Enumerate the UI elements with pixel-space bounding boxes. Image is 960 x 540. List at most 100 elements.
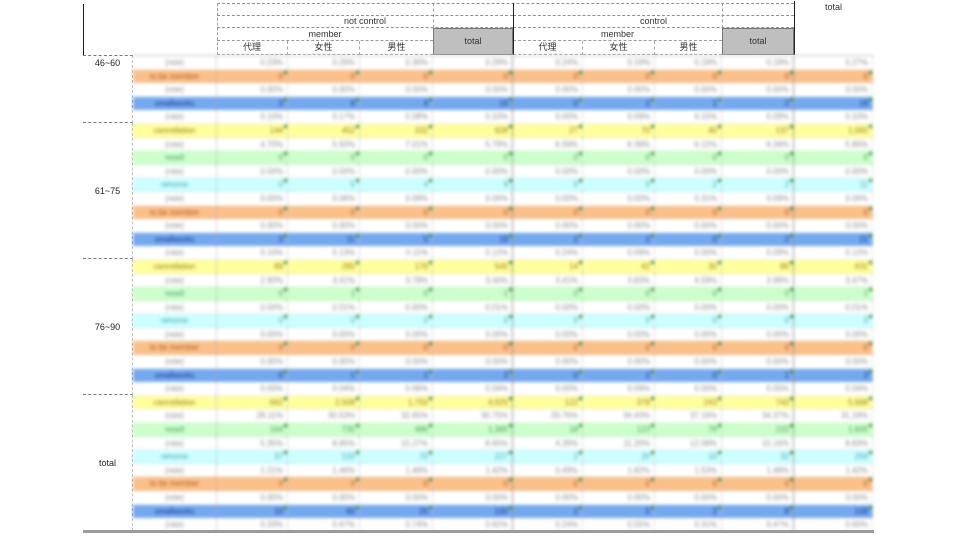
data-cell[interactable]: 0.00%: [794, 164, 873, 178]
data-cell[interactable]: 0: [288, 314, 360, 327]
data-cell[interactable]: 0.19%: [722, 56, 794, 69]
data-cell[interactable]: 2: [513, 450, 583, 463]
data-cell[interactable]: 6.59%: [513, 137, 583, 151]
data-cell[interactable]: 227: [433, 450, 513, 463]
data-cell[interactable]: 0: [288, 205, 360, 219]
data-cell[interactable]: 4,925: [433, 395, 513, 409]
col-header-female-nc[interactable]: 女性: [288, 41, 360, 55]
header-cell-total-c[interactable]: total: [722, 28, 794, 55]
data-cell[interactable]: 1: [794, 287, 873, 300]
age-group-label[interactable]: 46~60: [83, 55, 133, 123]
data-cell[interactable]: 0.09%: [722, 191, 794, 205]
data-cell[interactable]: 0: [583, 341, 655, 355]
data-cell[interactable]: 0.27%: [794, 56, 873, 69]
data-cell[interactable]: 0: [722, 69, 794, 83]
data-cell[interactable]: 40: [655, 123, 722, 137]
data-cell[interactable]: 0.00%: [513, 83, 583, 96]
data-cell[interactable]: 5: [583, 504, 655, 518]
data-cell[interactable]: 4.39%: [513, 436, 583, 450]
data-cell[interactable]: 0.49%: [513, 463, 583, 477]
data-cell[interactable]: 14: [513, 259, 583, 273]
data-cell[interactable]: 259: [794, 450, 873, 463]
col-header-male-c[interactable]: 男性: [655, 41, 722, 55]
row-label-cell[interactable]: cancellation: [133, 123, 217, 137]
data-cell[interactable]: 137: [722, 123, 794, 137]
row-label-cell[interactable]: (rate): [133, 518, 217, 531]
data-cell[interactable]: 10.27%: [360, 436, 433, 450]
row-label-cell[interactable]: (rate): [133, 83, 217, 96]
data-cell[interactable]: 0.01%: [433, 300, 513, 314]
data-cell[interactable]: 0.00%: [794, 219, 873, 232]
data-cell[interactable]: 1: [360, 368, 433, 382]
data-cell[interactable]: 0.01%: [288, 300, 360, 314]
data-cell[interactable]: 0.12%: [794, 246, 873, 259]
data-cell[interactable]: 0: [513, 69, 583, 83]
data-cell[interactable]: 243: [655, 395, 722, 409]
data-cell[interactable]: 0.00%: [217, 191, 288, 205]
data-cell[interactable]: 0.00%: [217, 83, 288, 96]
data-cell[interactable]: 0.00%: [583, 355, 655, 368]
data-cell[interactable]: 2.90%: [217, 273, 288, 287]
data-cell[interactable]: 10: [217, 504, 288, 518]
data-cell[interactable]: 0: [794, 341, 873, 355]
data-cell[interactable]: 42: [583, 259, 655, 273]
data-cell[interactable]: 0: [288, 341, 360, 355]
data-cell[interactable]: 0.00%: [722, 219, 794, 232]
data-cell[interactable]: 0.12%: [433, 246, 513, 259]
data-cell[interactable]: 7.01%: [360, 137, 433, 151]
data-cell[interactable]: 0: [655, 368, 722, 382]
data-cell[interactable]: 1: [655, 96, 722, 110]
data-cell[interactable]: 0: [513, 314, 583, 327]
data-cell[interactable]: 0: [433, 314, 513, 327]
data-cell[interactable]: 0.00%: [217, 491, 288, 504]
data-cell[interactable]: 0.06%: [360, 382, 433, 395]
data-cell[interactable]: 4: [360, 178, 433, 191]
data-cell[interactable]: 0.00%: [217, 219, 288, 232]
data-cell[interactable]: 0.24%: [513, 246, 583, 259]
data-cell[interactable]: 0: [794, 151, 873, 164]
data-cell[interactable]: 0.60%: [794, 518, 873, 531]
data-cell[interactable]: 6.12%: [655, 137, 722, 151]
data-cell[interactable]: 0: [433, 205, 513, 219]
row-label-cell[interactable]: smallworks: [133, 368, 217, 382]
data-cell[interactable]: 0: [217, 341, 288, 355]
data-cell[interactable]: 0.00%: [722, 83, 794, 96]
data-cell[interactable]: 0.08%: [360, 110, 433, 123]
data-cell[interactable]: 0.10%: [433, 110, 513, 123]
data-cell[interactable]: 3: [794, 368, 873, 382]
data-cell[interactable]: 8.65%: [433, 436, 513, 450]
data-cell[interactable]: 31.18%: [794, 409, 873, 423]
data-cell[interactable]: 0.00%: [513, 327, 583, 341]
data-cell[interactable]: 378: [583, 395, 655, 409]
data-cell[interactable]: 0.09%: [583, 382, 655, 395]
data-cell[interactable]: 0.00%: [433, 355, 513, 368]
data-cell[interactable]: 0.00%: [583, 164, 655, 178]
data-cell[interactable]: 0: [360, 341, 433, 355]
data-cell[interactable]: 1.53%: [655, 463, 722, 477]
data-cell[interactable]: 0: [722, 287, 794, 300]
data-cell[interactable]: 0.00%: [360, 83, 433, 96]
data-cell[interactable]: 0: [794, 314, 873, 327]
data-cell[interactable]: 0.31%: [655, 191, 722, 205]
data-cell[interactable]: 0.15%: [655, 110, 722, 123]
data-cell[interactable]: 0.10%: [794, 110, 873, 123]
data-cell[interactable]: 0: [794, 205, 873, 219]
data-cell[interactable]: 0.00%: [722, 491, 794, 504]
data-cell[interactable]: 486: [360, 423, 433, 436]
data-cell[interactable]: 0.00%: [360, 491, 433, 504]
data-cell[interactable]: 0.00%: [360, 164, 433, 178]
data-cell[interactable]: 1.42%: [433, 463, 513, 477]
data-cell[interactable]: 1: [513, 232, 583, 246]
data-cell[interactable]: 4.70%: [217, 137, 288, 151]
data-cell[interactable]: 0: [288, 69, 360, 83]
data-cell[interactable]: 0.00%: [794, 83, 873, 96]
data-cell[interactable]: 0: [433, 69, 513, 83]
data-cell[interactable]: 0.00%: [655, 491, 722, 504]
data-cell[interactable]: 0: [217, 178, 288, 191]
data-cell[interactable]: 0.00%: [722, 355, 794, 368]
data-cell[interactable]: 0.01%: [794, 300, 873, 314]
data-cell[interactable]: 123: [583, 423, 655, 436]
data-cell[interactable]: 0.00%: [513, 355, 583, 368]
data-cell[interactable]: 735: [288, 423, 360, 436]
data-cell[interactable]: 0: [794, 477, 873, 490]
